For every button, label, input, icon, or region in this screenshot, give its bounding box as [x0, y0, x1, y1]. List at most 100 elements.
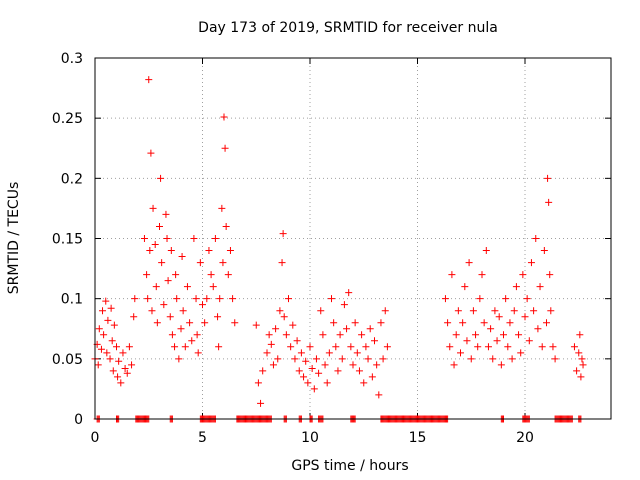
y-tick-label: 0 [74, 412, 83, 428]
data-point [203, 295, 211, 303]
data-point [379, 355, 387, 363]
data-point [577, 373, 585, 381]
data-point [207, 271, 215, 279]
data-point [517, 349, 525, 357]
data-point [547, 307, 555, 315]
data-point [276, 307, 284, 315]
data-point [515, 331, 523, 339]
data-point [495, 313, 503, 321]
data-point [459, 319, 467, 327]
data-point [279, 230, 287, 238]
data-point [480, 319, 488, 327]
data-point [543, 319, 550, 327]
data-point [201, 319, 209, 327]
data-point [162, 210, 170, 218]
data-point [194, 349, 202, 357]
data-point [117, 379, 125, 387]
data-point [545, 198, 553, 206]
data-point [196, 259, 204, 267]
data-point [487, 325, 495, 333]
data-point [512, 283, 520, 291]
data-point [349, 361, 357, 369]
data-point [214, 313, 222, 321]
data-point [110, 321, 118, 329]
data-point [280, 313, 288, 321]
data-point [121, 364, 129, 372]
data-point [199, 301, 206, 309]
data-point [192, 295, 200, 303]
data-point [506, 319, 514, 327]
data-point [347, 343, 355, 351]
data-point [371, 337, 378, 345]
data-point [140, 235, 148, 242]
data-point [106, 355, 114, 363]
data-point [366, 325, 374, 333]
data-point [510, 307, 518, 315]
data-point [166, 313, 174, 321]
y-tick-label: 0.25 [52, 111, 83, 127]
data-point [319, 331, 327, 339]
data-point [278, 259, 286, 267]
data-point [467, 355, 475, 363]
data-point [156, 222, 163, 230]
data-point [178, 253, 186, 261]
data-point [218, 204, 226, 212]
data-point [113, 343, 120, 351]
data-point [377, 319, 385, 327]
data-point [229, 295, 237, 303]
data-point [272, 325, 280, 333]
data-point [527, 259, 535, 267]
data-point [362, 343, 370, 351]
data-point [345, 289, 353, 297]
data-point [489, 355, 497, 363]
data-point [343, 325, 351, 333]
data-point [375, 391, 383, 399]
data-point [293, 337, 301, 345]
data-point [125, 343, 133, 351]
data-point [226, 247, 234, 255]
data-point [282, 331, 290, 339]
data-point [315, 369, 323, 377]
data-point [355, 367, 363, 375]
grid-lines [95, 58, 611, 419]
data-point [381, 307, 389, 315]
data-point [157, 174, 165, 182]
y-tick-label: 0.2 [61, 171, 83, 187]
data-point [469, 307, 477, 315]
data-point [265, 331, 273, 339]
data-points [91, 76, 587, 423]
data-point [484, 343, 492, 351]
data-point [224, 271, 232, 279]
data-point [444, 319, 452, 327]
data-point [323, 379, 331, 387]
data-point [308, 364, 316, 372]
data-point [163, 235, 171, 242]
data-point [173, 295, 181, 303]
data-point [364, 355, 372, 363]
data-point [128, 361, 136, 369]
data-point [491, 307, 499, 315]
data-point [446, 343, 454, 351]
data-point [186, 319, 194, 327]
data-point [131, 295, 139, 303]
data-point [476, 295, 484, 303]
data-point [107, 304, 115, 312]
y-tick-label: 0.1 [61, 292, 83, 308]
data-point [300, 373, 308, 381]
data-point [269, 361, 277, 369]
data-point [317, 307, 325, 315]
y-tick-label: 0.3 [61, 51, 83, 67]
data-point [231, 319, 239, 327]
data-point [95, 325, 103, 333]
x-tick-label: 20 [516, 430, 534, 446]
data-point [193, 331, 201, 339]
tick-labels: 0 5 10 15 20 0 0.05 0.1 0.15 0.2 0.25 0.3 [52, 51, 534, 446]
data-point [215, 343, 223, 351]
data-point [500, 331, 507, 339]
data-point [221, 144, 229, 152]
data-point [351, 319, 359, 327]
data-point [332, 343, 340, 351]
data-point [336, 331, 344, 339]
data-point [254, 379, 262, 387]
data-point [188, 337, 196, 345]
